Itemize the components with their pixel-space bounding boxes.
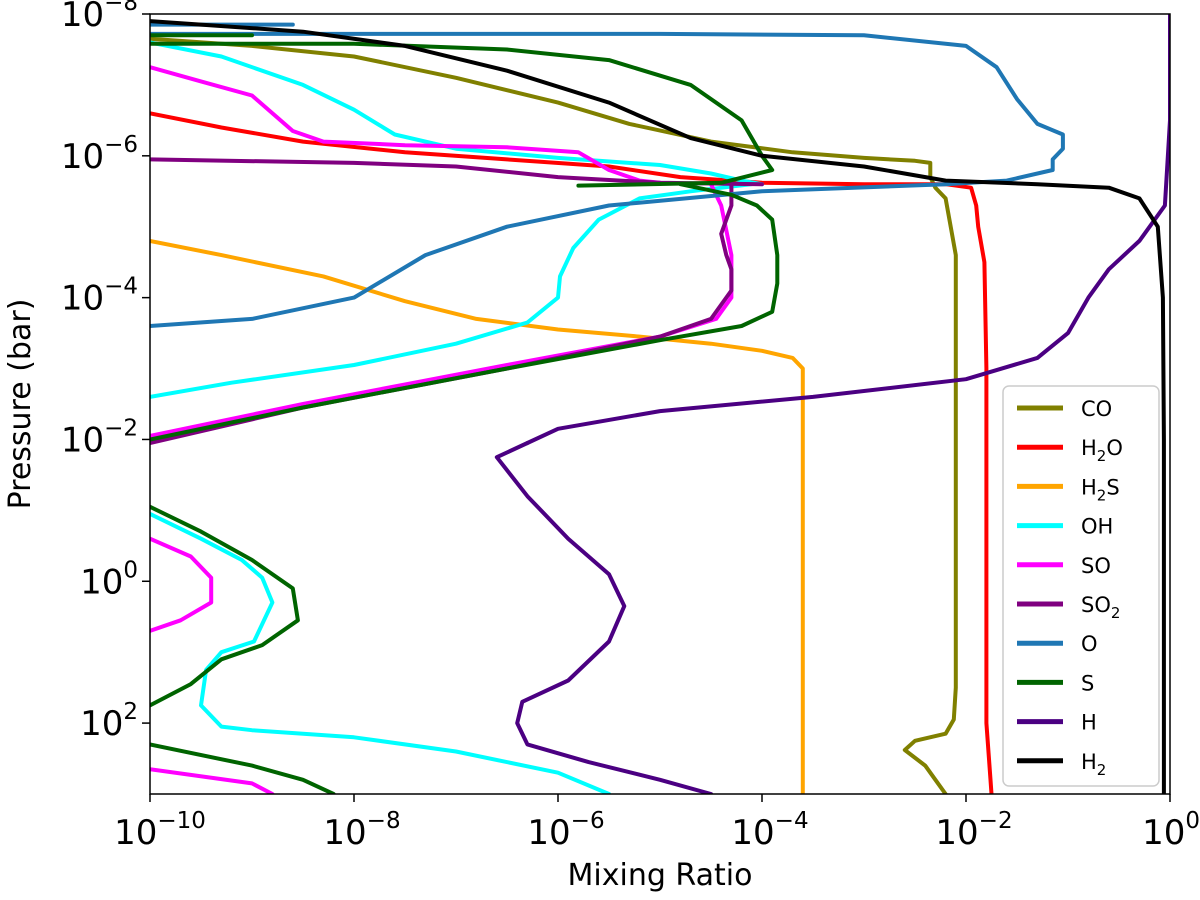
series-line-s-2: [150, 41, 775, 188]
y-tick-label-exponent: −6: [104, 132, 138, 158]
series-line-so2-2: [150, 182, 734, 445]
x-tick-label: 10−6: [527, 808, 604, 853]
legend-label-h2s: H2S: [1081, 475, 1120, 504]
legend-label-h2: H2: [1081, 750, 1106, 779]
y-tick-label: 10−4: [61, 274, 138, 319]
series-line-co-1: [150, 36, 958, 794]
series-line-o-2: [150, 31, 1065, 328]
x-tick-label: 10−10: [114, 808, 206, 853]
series-line-oh-2: [150, 182, 754, 399]
legend-label-so: SO: [1081, 554, 1111, 578]
legend-label-part: H: [1081, 750, 1097, 774]
series-line-oh-1: [150, 40, 764, 187]
series-line-so2-1: [150, 157, 764, 187]
legend-label-h2o: H2O: [1081, 436, 1123, 465]
series-line-h2-1: [150, 19, 1166, 794]
legend-label-part: S: [1106, 475, 1119, 499]
x-tick-label-exponent: −8: [367, 808, 401, 834]
x-tick-label: 10−4: [731, 808, 808, 853]
legend-label-part: SO: [1081, 554, 1111, 578]
y-tick-label: 10−8: [61, 0, 138, 35]
y-tick-label-exponent: −8: [104, 0, 138, 16]
y-tick-label: 10−2: [61, 415, 138, 460]
y-tick-label-base: 10: [80, 704, 123, 744]
y-tick-label-exponent: 0: [123, 557, 138, 583]
x-tick-label-exponent: −6: [571, 808, 605, 834]
y-tick-label-base: 10: [61, 279, 104, 319]
x-tick-label-base: 10: [114, 813, 157, 853]
x-tick-label-base: 10: [1142, 813, 1185, 853]
x-tick-label-base: 10: [323, 813, 366, 853]
y-axis-title: Pressure (bar): [3, 299, 38, 510]
legend-label-subscript: 2: [1097, 761, 1107, 779]
series-line-s-3: [150, 182, 780, 442]
series-line-so-1: [150, 65, 662, 185]
legend-label-part: OH: [1081, 515, 1113, 539]
series-line-oh-3: [150, 511, 611, 794]
y-tick-label-exponent: −2: [104, 415, 138, 441]
series-line-h-2: [525, 14, 1170, 445]
y-tick-label-exponent: 2: [123, 699, 138, 725]
legend-label-subscript: 2: [1111, 604, 1121, 622]
y-tick-label-exponent: −4: [104, 274, 138, 300]
legend-label-part: H: [1081, 711, 1097, 735]
legend-label-part: H: [1081, 436, 1097, 460]
legend-label-subscript: 2: [1097, 486, 1107, 504]
legend-label-h: H: [1081, 711, 1097, 735]
x-tick-label-exponent: −10: [157, 808, 206, 834]
legend-label-subscript: 2: [1097, 447, 1107, 465]
legend-label-s: S: [1081, 671, 1094, 695]
y-tick-label-base: 10: [61, 420, 104, 460]
x-tick-label-base: 10: [731, 813, 774, 853]
legend-label-part: O: [1106, 436, 1123, 460]
x-tick-label: 10−8: [323, 808, 400, 853]
legend-label-part: CO: [1081, 397, 1112, 421]
legend-label-part: H: [1081, 475, 1097, 499]
y-tick-label: 102: [80, 699, 138, 744]
series-line-s-4: [150, 504, 300, 708]
x-tick-label-exponent: 0: [1185, 808, 1200, 834]
y-tick-label-base: 10: [61, 0, 104, 35]
series-layer: [150, 14, 1170, 794]
legend-label-oh: OH: [1081, 515, 1113, 539]
x-axis-title: Mixing Ratio: [568, 858, 753, 893]
legend-label-co: CO: [1081, 397, 1112, 421]
x-tick-label-base: 10: [935, 813, 978, 853]
series-line-s-5: [150, 742, 336, 794]
legend-label-o: O: [1081, 632, 1098, 656]
series-line-h-1: [494, 441, 713, 794]
y-tick-label: 100: [80, 557, 138, 602]
x-tick-label-exponent: −4: [775, 808, 809, 834]
y-tick-label-base: 10: [80, 562, 123, 602]
x-tick-label-exponent: −2: [979, 808, 1013, 834]
x-tick-label: 10−2: [935, 808, 1012, 853]
series-line-so-3: [150, 536, 214, 633]
y-tick-label-base: 10: [61, 137, 104, 177]
y-tick-label: 10−6: [61, 132, 138, 177]
x-tick-label-base: 10: [527, 813, 570, 853]
legend-label-part: SO: [1081, 593, 1111, 617]
legend-label-so2: SO2: [1081, 593, 1120, 622]
legend-label-part: O: [1081, 632, 1098, 656]
x-axis: 10−10 10−8 10−6 10−4 10−2 100: [114, 794, 1200, 853]
plot-frame: [149, 13, 1171, 795]
legend-label-part: S: [1081, 671, 1094, 695]
x-tick-label: 100: [1142, 808, 1200, 853]
series-line-so-4: [150, 767, 275, 794]
